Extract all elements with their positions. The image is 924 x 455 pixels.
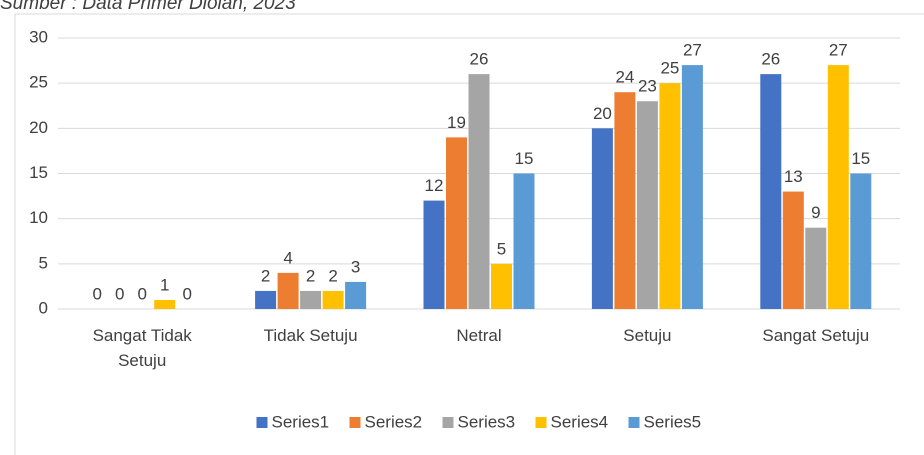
data-label: 5 xyxy=(497,239,506,258)
data-label: 2 xyxy=(328,266,337,285)
bar xyxy=(850,173,872,309)
data-label: 0 xyxy=(182,284,191,303)
legend-swatch xyxy=(628,417,640,428)
data-label: 26 xyxy=(470,50,489,69)
bar xyxy=(255,290,277,309)
y-tick-label: 25 xyxy=(29,73,48,92)
legend-swatch xyxy=(349,417,361,428)
y-tick-label: 10 xyxy=(29,208,48,227)
caption: Sumber : Data Primer Diolah, 2023 xyxy=(0,0,296,14)
data-label: 19 xyxy=(447,113,466,132)
data-label: 23 xyxy=(638,77,657,96)
x-tick-label: Sangat Setuju xyxy=(762,326,870,345)
legend-label: Series5 xyxy=(644,412,702,431)
data-label: 27 xyxy=(829,41,848,60)
y-tick-label: 5 xyxy=(39,253,48,272)
bar xyxy=(805,227,827,309)
legend-label: Series4 xyxy=(551,412,609,431)
data-label: 4 xyxy=(283,248,292,267)
data-label: 3 xyxy=(351,257,360,276)
data-label: 26 xyxy=(761,50,780,69)
bar xyxy=(300,290,322,309)
data-label: 9 xyxy=(811,203,820,222)
bar xyxy=(760,74,782,309)
bar xyxy=(636,101,658,309)
bar xyxy=(827,65,849,309)
data-label: 1 xyxy=(160,275,169,294)
data-label: 15 xyxy=(515,149,534,168)
bar xyxy=(782,191,804,309)
x-tick-label: Sangat Tidak Setuju xyxy=(92,326,192,370)
data-label: 2 xyxy=(261,266,270,285)
bar xyxy=(491,263,512,309)
bar xyxy=(513,173,535,309)
bar xyxy=(322,290,344,309)
legend-label: Series1 xyxy=(272,412,330,431)
y-tick-label: 30 xyxy=(29,27,48,46)
data-label: 0 xyxy=(137,284,146,303)
legend-swatch xyxy=(535,417,547,428)
x-tick-label: Netral xyxy=(456,326,502,345)
bar xyxy=(614,92,636,309)
data-label: 2 xyxy=(306,266,315,285)
y-tick-label: 20 xyxy=(29,118,48,137)
x-tick-label: Setuju xyxy=(623,326,672,345)
bar xyxy=(345,281,367,309)
data-label: 0 xyxy=(115,284,124,303)
bar xyxy=(591,128,613,309)
data-label: 15 xyxy=(851,149,870,168)
legend-label: Series2 xyxy=(365,412,423,431)
bar xyxy=(154,299,176,309)
data-label: 27 xyxy=(683,41,702,60)
bar xyxy=(468,74,490,309)
legend-swatch xyxy=(442,417,454,428)
data-label: 12 xyxy=(425,176,444,195)
chart-frame xyxy=(14,13,924,455)
bar xyxy=(659,83,681,310)
data-label: 24 xyxy=(615,68,634,87)
legend-swatch xyxy=(256,417,268,428)
x-tick-label: Tidak Setuju xyxy=(263,326,358,345)
data-label: 0 xyxy=(92,284,101,303)
y-tick-label: 15 xyxy=(29,163,48,182)
data-label: 25 xyxy=(660,59,679,78)
data-label: 13 xyxy=(784,167,803,186)
bar xyxy=(277,272,299,309)
y-tick-label: 0 xyxy=(39,298,48,317)
bar xyxy=(681,65,703,309)
bar xyxy=(423,200,445,309)
data-label: 20 xyxy=(593,104,612,123)
bar xyxy=(446,137,467,309)
legend-label: Series3 xyxy=(458,412,516,431)
